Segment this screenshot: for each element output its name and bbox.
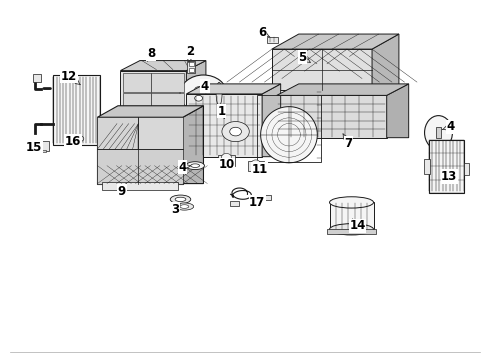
Bar (330, 202, 373, 229)
Bar (33, 74, 41, 82)
Bar (151, 73, 184, 92)
Circle shape (221, 153, 231, 161)
Polygon shape (139, 117, 183, 149)
Polygon shape (261, 107, 318, 163)
Ellipse shape (180, 205, 189, 208)
Polygon shape (98, 117, 139, 149)
Bar (218, 155, 235, 166)
Polygon shape (98, 149, 183, 184)
Text: 17: 17 (249, 196, 266, 209)
Bar (429, 140, 464, 193)
Ellipse shape (175, 203, 194, 210)
Text: 5: 5 (298, 51, 310, 64)
Circle shape (251, 160, 260, 166)
Polygon shape (387, 84, 409, 138)
Bar (292, 90, 327, 95)
Bar (189, 62, 194, 66)
Text: 14: 14 (349, 219, 366, 233)
Text: 15: 15 (26, 140, 42, 153)
Polygon shape (277, 95, 387, 138)
Polygon shape (121, 71, 186, 110)
Ellipse shape (180, 75, 227, 113)
Bar (248, 161, 264, 171)
Ellipse shape (186, 162, 204, 170)
Bar (123, 73, 150, 92)
Circle shape (76, 136, 84, 141)
Text: 7: 7 (343, 134, 353, 150)
Ellipse shape (216, 82, 222, 105)
Polygon shape (186, 94, 262, 157)
Ellipse shape (424, 116, 452, 150)
Bar (230, 201, 239, 206)
Bar (257, 95, 321, 162)
Polygon shape (372, 34, 399, 90)
Bar (268, 37, 278, 43)
Bar (424, 159, 430, 174)
Text: 16: 16 (65, 135, 81, 148)
Circle shape (195, 95, 202, 101)
Polygon shape (186, 84, 281, 94)
Circle shape (222, 122, 249, 141)
Text: 4: 4 (201, 80, 209, 93)
Ellipse shape (170, 195, 191, 204)
Text: 4: 4 (442, 121, 454, 134)
Bar (189, 68, 194, 72)
Bar (53, 75, 99, 145)
Bar (41, 150, 46, 152)
Bar (262, 195, 271, 200)
Bar (464, 163, 469, 175)
Text: 6: 6 (258, 27, 270, 40)
Polygon shape (277, 84, 409, 95)
Text: 2: 2 (186, 45, 195, 63)
Ellipse shape (175, 197, 186, 202)
Bar (222, 166, 230, 169)
Text: 11: 11 (251, 163, 268, 176)
Polygon shape (272, 49, 372, 90)
Text: 1: 1 (218, 105, 225, 118)
Polygon shape (262, 84, 281, 157)
Bar (327, 229, 376, 234)
Circle shape (78, 137, 82, 140)
Text: 13: 13 (441, 169, 457, 183)
Text: 10: 10 (219, 158, 235, 171)
Bar (187, 61, 195, 73)
Polygon shape (183, 106, 203, 184)
Bar (436, 127, 441, 138)
Text: 12: 12 (61, 69, 80, 85)
Circle shape (195, 87, 202, 93)
Bar (123, 93, 150, 108)
Bar (38, 140, 49, 150)
Circle shape (230, 127, 242, 136)
Text: 8: 8 (147, 47, 155, 61)
Ellipse shape (191, 164, 199, 167)
Polygon shape (121, 60, 206, 71)
Text: 3: 3 (172, 203, 180, 216)
Ellipse shape (330, 224, 373, 235)
Text: 4: 4 (178, 161, 191, 174)
Polygon shape (98, 106, 203, 117)
Bar (102, 182, 178, 190)
Polygon shape (272, 34, 399, 49)
Bar (151, 93, 184, 108)
Polygon shape (98, 117, 183, 184)
Ellipse shape (330, 197, 373, 208)
Text: 9: 9 (118, 184, 126, 198)
Polygon shape (186, 60, 206, 110)
